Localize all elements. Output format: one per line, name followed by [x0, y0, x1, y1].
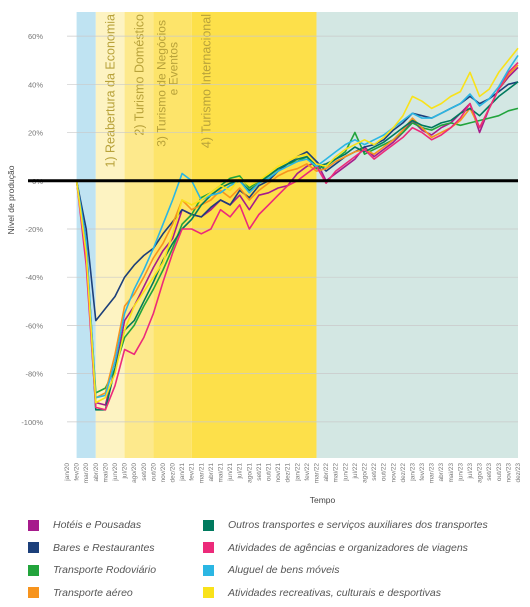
x-tick-label: jan/20	[64, 463, 71, 482]
x-tick-label: abr/23	[438, 463, 445, 482]
legend-label: Bares e Restaurantes	[53, 541, 155, 554]
legend-item: Aluguel de bens móveis	[203, 561, 340, 579]
y-tick-label: 60%	[28, 32, 43, 41]
phase-band	[191, 12, 317, 458]
phase-band	[316, 12, 518, 458]
x-tick-label: jul/20	[122, 463, 129, 480]
legend-swatch	[203, 564, 214, 576]
legend-label: Atividades recreativas, culturais e desp…	[228, 586, 442, 599]
phase-label: 1) Reabertura da Economia	[104, 14, 118, 168]
x-tick-label: ago/21	[246, 463, 253, 483]
legend-item: Bares e Restaurantes	[28, 539, 155, 557]
x-tick-label: dez/23	[515, 463, 522, 483]
phase-label: 2) Turismo Doméstico	[132, 14, 146, 136]
x-tick-label: out/21	[266, 463, 273, 481]
legend-label: Transporte Rodoviário	[53, 564, 157, 576]
x-tick-label: set/23	[486, 463, 493, 481]
series-line	[67, 81, 519, 411]
x-tick-label: mar/20	[83, 463, 90, 484]
legend: Hotéis e Pousadas Bares e Restaurantes Tra…	[28, 516, 528, 604]
legend-label: Outros transportes e serviços auxiliares…	[228, 519, 488, 531]
x-tick-label: jun/21	[227, 463, 234, 482]
x-tick-label: mai/22	[333, 463, 340, 483]
x-tick-label: jan/21	[179, 463, 186, 482]
x-tick-label: fev/21	[189, 463, 196, 481]
x-tick-label: mar/21	[198, 463, 205, 484]
x-tick-label: fev/20	[74, 463, 81, 481]
phase-label: 4) Turismo Internacional	[200, 14, 214, 148]
x-tick-label: nov/22	[390, 463, 397, 483]
x-tick-label: out/22	[381, 463, 388, 481]
x-tick-label: nov/20	[160, 463, 167, 483]
phase-label: 3) Turismo de Negócios	[154, 20, 168, 147]
chart-area: 1) Reabertura da Economia 2) Turismo Domé…	[6, 12, 522, 505]
x-tick-label: mai/21	[218, 463, 225, 483]
x-tick-label: jun/20	[112, 463, 119, 482]
legend-swatch	[28, 542, 39, 553]
x-tick-label: mar/22	[313, 463, 320, 484]
line-chart: 1) Reabertura da Economia 2) Turismo Domé…	[6, 12, 522, 505]
y-axis-title: Nível de produção	[6, 165, 16, 234]
x-tick-label: dez/20	[170, 463, 177, 483]
legend-swatch	[28, 564, 39, 576]
x-tick-label: jul/22	[352, 463, 359, 480]
legend-item: Outros transportes e serviços auxiliares…	[203, 516, 488, 534]
y-tick-label: 20%	[28, 129, 43, 138]
x-tick-label: mai/20	[102, 463, 109, 483]
x-tick-label: out/23	[496, 463, 503, 481]
y-tick-label: -100%	[21, 418, 43, 427]
x-tick-label: abr/20	[93, 463, 100, 482]
y-tick-label: 40%	[28, 80, 43, 89]
x-tick-label: fev/23	[419, 463, 426, 481]
x-tick-label: jul/21	[237, 463, 244, 480]
series-line	[67, 64, 519, 399]
legend-item: Atividades de agências e organizadores d…	[203, 539, 468, 557]
phase-label: e Eventos	[166, 42, 180, 95]
x-tick-label: set/20	[141, 463, 148, 481]
legend-swatch	[28, 587, 39, 598]
legend-label: Aluguel de bens móveis	[228, 564, 340, 576]
legend-label: Hotéis e Pousadas	[53, 519, 142, 531]
x-tick-label: nov/23	[505, 463, 512, 483]
x-tick-label: jun/22	[342, 463, 349, 482]
x-tick-label: abr/21	[208, 463, 215, 482]
legend-swatch	[28, 519, 39, 531]
x-tick-label: dez/22	[400, 463, 407, 483]
y-tick-label: -80%	[25, 370, 43, 379]
x-tick-label: ago/22	[361, 463, 368, 483]
legend-item: Transporte Rodoviário	[28, 561, 156, 579]
x-tick-label: jan/23	[409, 463, 416, 482]
legend-swatch	[203, 519, 214, 531]
x-tick-label: fev/22	[304, 463, 311, 481]
y-tick-label: -40%	[25, 273, 43, 282]
series-line	[67, 54, 519, 399]
x-tick-label: ago/20	[131, 463, 138, 483]
x-tick-label: mai/23	[448, 463, 455, 483]
x-tick-label: set/21	[256, 463, 263, 481]
series-line	[67, 47, 519, 404]
x-tick-label: jun/23	[457, 463, 464, 482]
legend-item: Atividades recreativas, culturais e desp…	[203, 584, 441, 602]
x-tick-label: nov/21	[275, 463, 282, 483]
legend-label: Atividades de agências e organizadores d…	[228, 541, 468, 554]
x-tick-label: ago/23	[477, 463, 484, 483]
x-tick-label: jan/22	[294, 463, 301, 482]
x-tick-label: set/22	[371, 463, 378, 481]
phase-band	[124, 12, 154, 458]
x-tick-label: jul/23	[467, 463, 474, 480]
legend-item: Hotéis e Pousadas	[28, 516, 141, 534]
legend-swatch	[203, 587, 214, 598]
legend-swatch	[203, 542, 214, 553]
x-axis-title: Tempo	[310, 495, 336, 505]
series-line	[67, 107, 519, 394]
x-tick-label: mar/23	[429, 463, 436, 484]
legend-item: Transporte aéreo	[28, 584, 133, 602]
y-tick-label: -20%	[25, 225, 43, 234]
x-tick-label: out/20	[150, 463, 157, 481]
x-tick-label: abr/22	[323, 463, 330, 482]
series-line	[67, 62, 519, 411]
x-tick-label: dez/21	[285, 463, 292, 483]
y-tick-label: -60%	[25, 321, 43, 330]
legend-label: Transporte aéreo	[53, 586, 133, 599]
